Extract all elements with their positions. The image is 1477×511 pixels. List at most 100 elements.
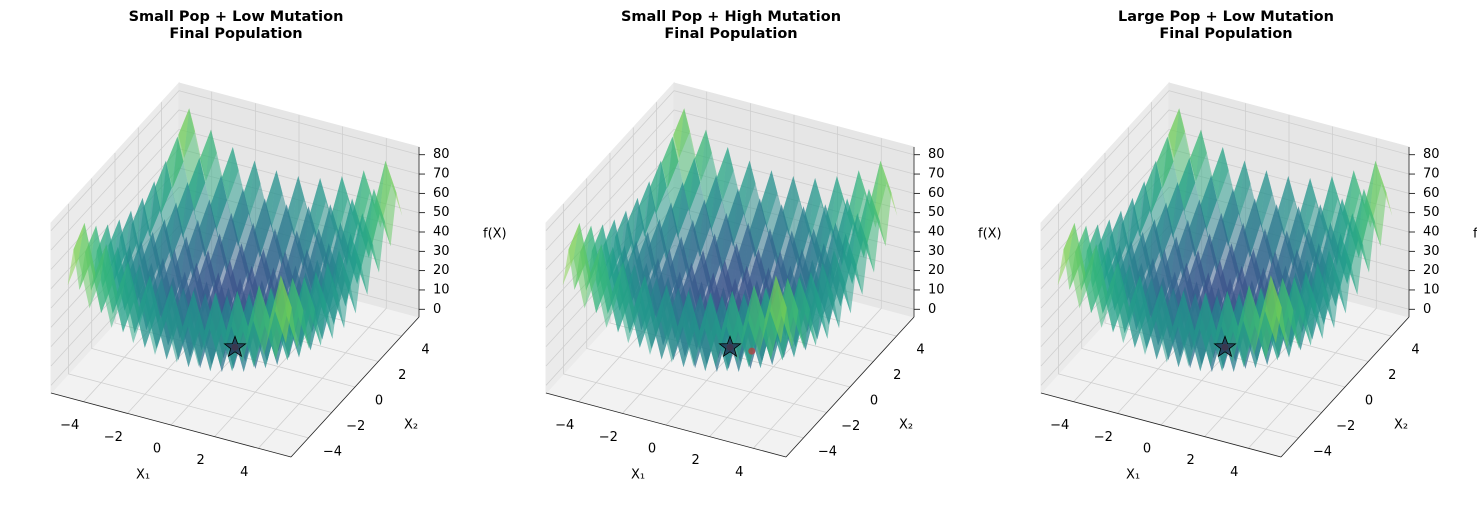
grid-line [563, 203, 804, 439]
y-tick-label: −2 [1336, 419, 1355, 434]
y-axis-label: X₂ [1394, 418, 1408, 433]
chart-title: Small Pop + High Mutation [621, 9, 841, 25]
x-tick-label: 4 [735, 465, 743, 480]
surface-patch [639, 275, 656, 355]
surface-patch [264, 275, 281, 355]
chart-title: Small Pop + Low Mutation [129, 9, 344, 25]
surface-patch [1057, 222, 1075, 286]
x-tick-label: 2 [196, 453, 204, 468]
grid-line [609, 153, 851, 388]
z-tick-label: 0 [928, 302, 936, 317]
surface-patch [198, 292, 216, 367]
grid-line [50, 128, 420, 270]
z-tick-label: 10 [1423, 282, 1440, 297]
z-tick-label: 10 [928, 282, 945, 297]
surface-patch [682, 290, 700, 367]
grid-line [1040, 90, 1410, 231]
z-tick-label: 50 [928, 205, 945, 220]
z-tick-label: 80 [433, 147, 450, 162]
z-tick-label: 60 [1423, 186, 1440, 201]
x-axis-label: X₁ [1126, 468, 1140, 483]
surface-patch [1079, 244, 1097, 309]
z-tick-label: 30 [1423, 244, 1440, 259]
surface-patch [770, 275, 787, 344]
surface-patch [804, 271, 822, 346]
grid-line [114, 153, 356, 388]
surface-patch [1243, 284, 1260, 355]
surface-patch [650, 284, 667, 355]
grid-line [1081, 178, 1322, 413]
best-marker [718, 335, 742, 358]
z-tick-label: 80 [928, 147, 945, 162]
surface-patch [122, 261, 139, 344]
grid-line [1058, 203, 1299, 439]
y-axis-label: X₂ [404, 418, 418, 433]
z-axis-label: f(X) [483, 227, 507, 242]
y-tick-label: 0 [870, 394, 878, 409]
x-axis-line [50, 392, 292, 458]
surface-patch [333, 250, 350, 329]
surface-patch [1068, 222, 1086, 309]
y-tick-label: 4 [916, 343, 924, 358]
y-axis-label: X₂ [899, 418, 913, 433]
z-tick-label: 60 [928, 186, 945, 201]
surface-patch [1311, 262, 1329, 339]
surface-patch [209, 292, 227, 367]
surface-patch [1210, 290, 1228, 367]
grid-line [91, 178, 332, 413]
x-tick-label: 4 [240, 465, 248, 480]
z-tick-label: 40 [1423, 225, 1440, 240]
surface-patch [187, 290, 205, 367]
x-axis-line [1040, 392, 1282, 458]
grid-line [545, 128, 915, 270]
surface-patch [715, 290, 733, 367]
grid-line [545, 109, 915, 251]
chart-title: Large Pop + Low Mutation [1118, 9, 1334, 25]
surface-patch [584, 244, 602, 309]
x-tick-label: 4 [1230, 465, 1238, 480]
y-tick-label: −2 [841, 419, 860, 434]
surface-patch [1254, 275, 1271, 355]
surface-patch [671, 290, 689, 363]
grid-line [1040, 128, 1410, 270]
surface-patch [344, 233, 362, 314]
x-axis-line [545, 392, 787, 458]
z-tick-label: 10 [433, 282, 450, 297]
z-axis-label: f(X) [978, 227, 1002, 242]
surface-patch [89, 244, 107, 309]
surface-patch [748, 284, 765, 355]
surface-patch [1232, 284, 1249, 363]
surface-patch [828, 250, 845, 329]
surface-patch [1276, 277, 1294, 349]
surface-patch [67, 222, 85, 286]
surface-patch [839, 233, 857, 314]
surface-patch [1123, 275, 1140, 344]
surface-patch [1101, 261, 1119, 328]
subplot: −4−2024−4−202401020304050607080X₁X₂f(X)S… [50, 9, 507, 483]
grid-line [545, 90, 915, 231]
chart-title: Final Population [169, 26, 302, 42]
grid-line [1104, 153, 1346, 388]
surface-patch [660, 284, 678, 363]
x-tick-label: −4 [555, 418, 574, 433]
y-tick-label: 2 [1388, 368, 1396, 383]
y-tick-label: −2 [346, 419, 365, 434]
surface-patch [573, 222, 591, 309]
surface-patch [1265, 275, 1282, 344]
population-point [748, 347, 756, 355]
z-tick-label: 40 [928, 225, 945, 240]
y-axis-line [290, 316, 420, 458]
best-marker [1213, 335, 1237, 358]
surface-patch [1288, 276, 1305, 349]
y-tick-label: 2 [398, 368, 406, 383]
y-axis-line [785, 316, 915, 458]
surface-patch [100, 244, 118, 328]
z-tick-label: 40 [433, 225, 450, 240]
z-tick-label: 50 [433, 205, 450, 220]
surface-patch [1145, 284, 1162, 355]
y-tick-label: 4 [421, 343, 429, 358]
x-tick-label: 0 [648, 442, 656, 457]
y-tick-label: 0 [1365, 394, 1373, 409]
z-tick-label: 70 [928, 167, 945, 182]
